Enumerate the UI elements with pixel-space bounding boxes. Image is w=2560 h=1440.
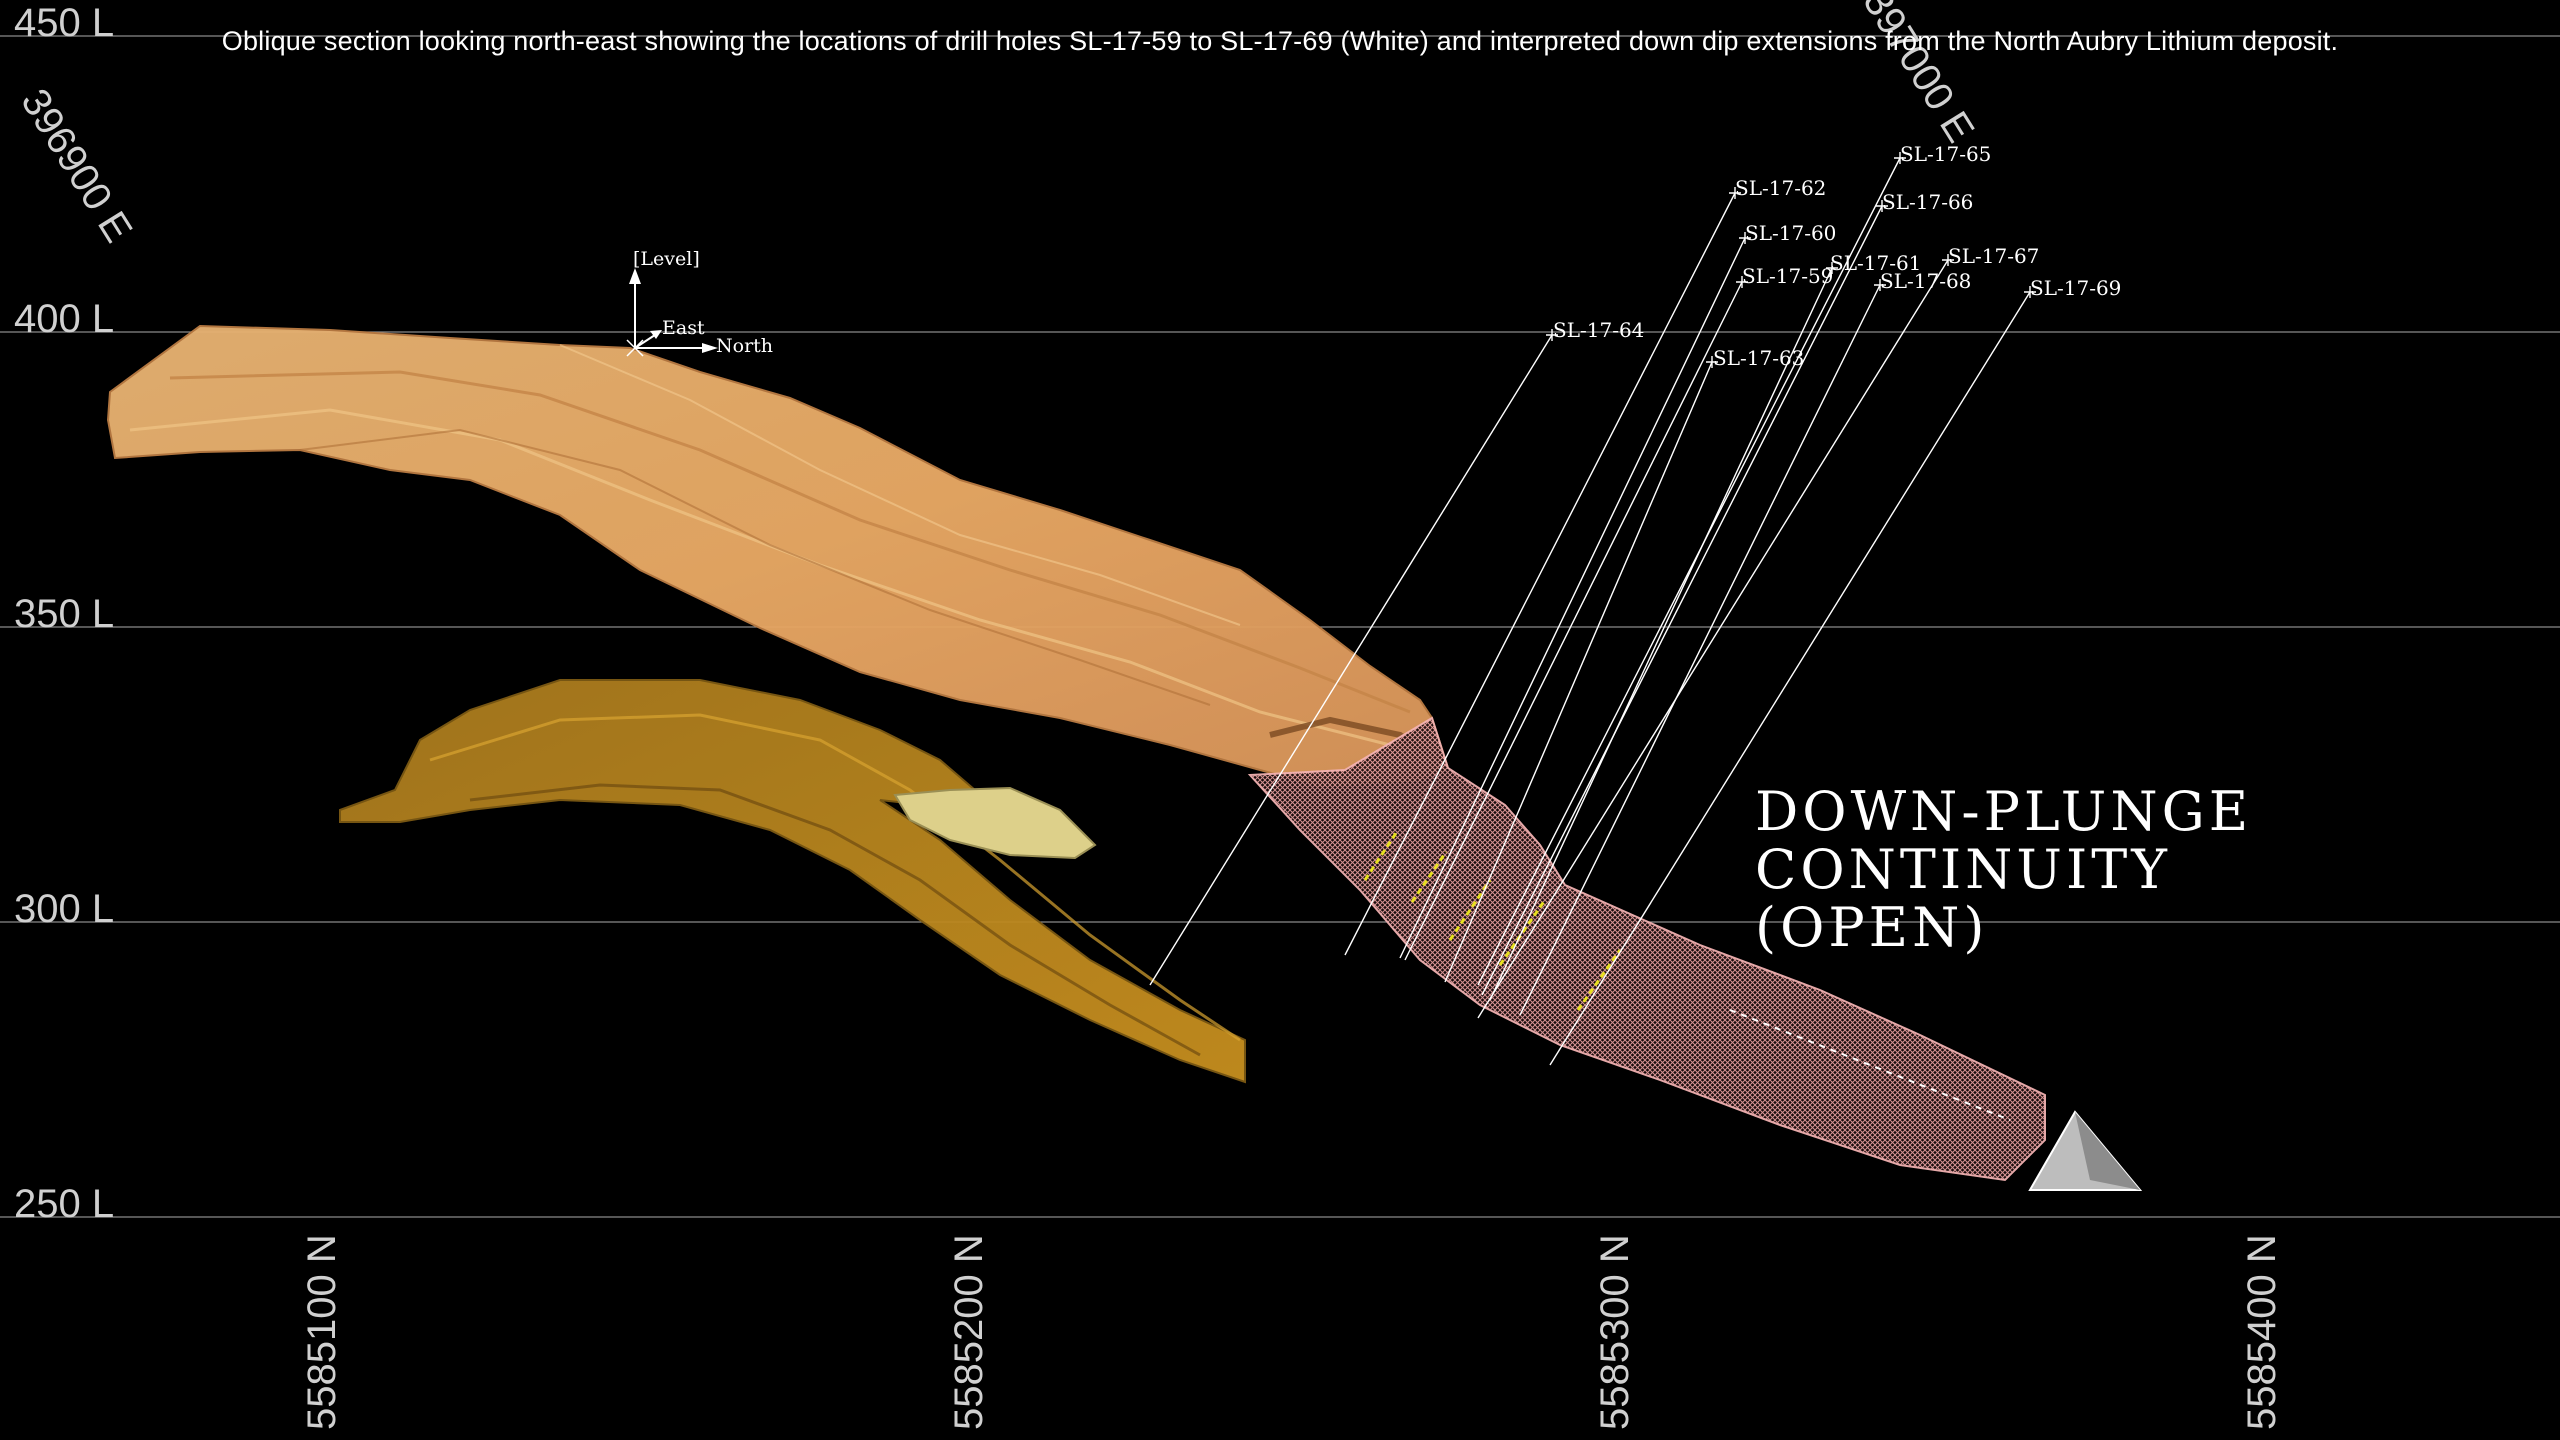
drill-trace-sl-17-64 bbox=[1149, 334, 1553, 986]
drill-label-sl-17-67: SL-17-67 bbox=[1948, 244, 2039, 268]
level-label-250: 250 L bbox=[14, 1182, 114, 1226]
down-plunge-extension bbox=[1247, 716, 2143, 1191]
north-arrow-icon bbox=[702, 343, 718, 353]
drill-trace-sl-17-62 bbox=[1344, 192, 1736, 956]
northing-labels: 5585100 N 5585200 N 5585300 N 5585400 N bbox=[300, 1234, 2284, 1430]
northing-label-5585300: 5585300 N bbox=[1593, 1234, 1637, 1430]
orientation-east-label: East bbox=[662, 317, 705, 339]
figure-caption: Oblique section looking north-east showi… bbox=[221, 26, 2339, 56]
orientation-indicator: [Level] East North bbox=[626, 248, 773, 357]
drill-trace-sl-17-61 bbox=[1489, 267, 1833, 1001]
drill-label-sl-17-65: SL-17-65 bbox=[1900, 142, 1991, 166]
drill-trace-sl-17-59 bbox=[1404, 281, 1743, 961]
level-label-350: 350 L bbox=[14, 592, 114, 636]
drill-label-sl-17-64: SL-17-64 bbox=[1553, 318, 1644, 342]
drill-trace-sl-17-63 bbox=[1444, 361, 1713, 983]
easting-label-397000: 397000 E bbox=[1854, 0, 1982, 150]
level-label-400: 400 L bbox=[14, 297, 114, 341]
down-plunge-annotation: DOWN-PLUNGE CONTINUITY (OPEN) bbox=[1755, 780, 2252, 959]
drill-trace-sl-17-65 bbox=[1477, 157, 1901, 986]
level-arrow-icon bbox=[629, 268, 641, 284]
drill-label-sl-17-69: SL-17-69 bbox=[2030, 276, 2121, 300]
drill-label-sl-17-59: SL-17-59 bbox=[1742, 264, 1833, 288]
plunge-axis-line bbox=[1729, 1009, 2011, 1121]
collar-markers bbox=[1546, 152, 2036, 368]
drill-label-sl-17-63: SL-17-63 bbox=[1713, 346, 1804, 370]
level-label-300: 300 L bbox=[14, 887, 114, 931]
small-lens bbox=[893, 786, 1097, 860]
orientation-north-label: North bbox=[716, 335, 773, 357]
drill-trace-sl-17-66 bbox=[1481, 205, 1883, 996]
drill-trace-sl-17-60 bbox=[1399, 237, 1746, 959]
drill-label-sl-17-60: SL-17-60 bbox=[1745, 221, 1836, 245]
drill-trace-sl-17-68 bbox=[1519, 284, 1881, 1016]
drill-label-sl-17-68: SL-17-68 bbox=[1880, 269, 1971, 293]
east-arrow-icon bbox=[650, 330, 662, 339]
drill-trace-sl-17-69 bbox=[1549, 291, 2031, 1066]
upper-pegmatite-body bbox=[106, 324, 1450, 788]
drill-hole-labels: SL-17-59 SL-17-60 SL-17-61 SL-17-62 SL-1… bbox=[1553, 142, 2121, 370]
northing-label-5585100: 5585100 N bbox=[300, 1234, 344, 1430]
drill-label-sl-17-66: SL-17-66 bbox=[1882, 190, 1973, 214]
easting-label-396900: 396900 E bbox=[12, 81, 140, 250]
level-labels: 450 L 400 L 350 L 300 L 250 L bbox=[14, 1, 114, 1226]
drill-label-sl-17-62: SL-17-62 bbox=[1735, 176, 1826, 200]
drill-trace-sl-17-67 bbox=[1477, 259, 1949, 1019]
drill-intercepts bbox=[1363, 829, 1622, 1011]
annotation-line-2: CONTINUITY bbox=[1755, 838, 2171, 901]
annotation-line-1: DOWN-PLUNGE bbox=[1755, 780, 2252, 843]
lower-pegmatite-body bbox=[339, 679, 1246, 1084]
orientation-level-label: [Level] bbox=[633, 248, 700, 270]
annotation-line-3: (OPEN) bbox=[1755, 896, 1988, 959]
northing-label-5585200: 5585200 N bbox=[947, 1234, 991, 1430]
northing-label-5585400: 5585400 N bbox=[2240, 1234, 2284, 1430]
drill-label-sl-17-61: SL-17-61 bbox=[1830, 251, 1921, 275]
drill-hole-traces bbox=[1149, 157, 2031, 1066]
level-label-450: 450 L bbox=[14, 1, 114, 45]
